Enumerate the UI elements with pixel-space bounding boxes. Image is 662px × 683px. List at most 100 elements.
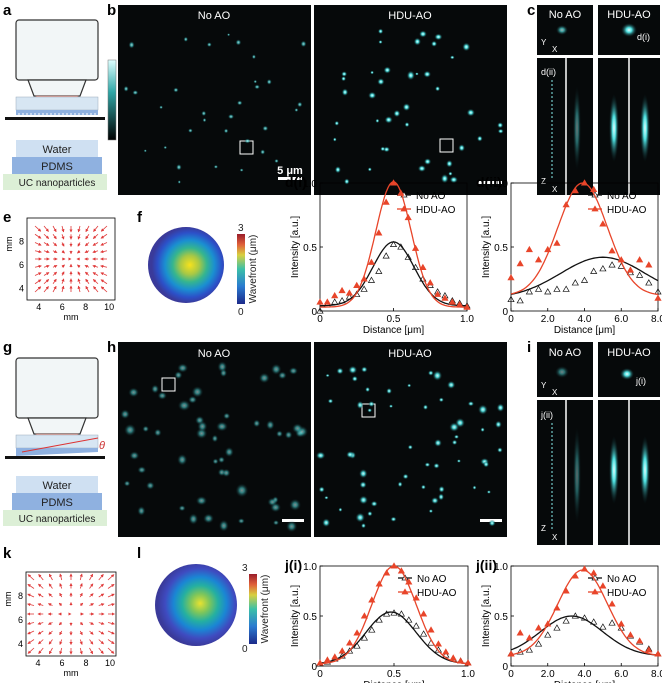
particle (174, 371, 183, 380)
legend-label: HDU-AO (417, 588, 457, 599)
data-point (590, 185, 598, 192)
particle (386, 387, 392, 395)
x-tick-label: 1.0 (461, 669, 475, 680)
zoom-c-xz-no-ao (537, 58, 593, 195)
vector-arrow (98, 593, 105, 598)
data-point (345, 647, 354, 654)
vector-arrow (89, 603, 95, 607)
vector-arrow (84, 242, 90, 247)
particle (270, 363, 282, 375)
vector-arrow (79, 573, 83, 581)
vector-arrow (79, 592, 83, 598)
particle (235, 483, 249, 498)
data-point (544, 620, 552, 627)
vector-arrow (27, 630, 35, 635)
legend-label: HDU-AO (416, 205, 456, 216)
vector-arrow (89, 639, 94, 645)
vector-arrow (61, 278, 65, 284)
psf-spot-hdu (621, 23, 637, 37)
substrate-g (5, 456, 105, 459)
wf-max: 3 (242, 563, 248, 574)
vector-arrow (77, 264, 81, 268)
particle (438, 397, 444, 403)
psf-spot-no-ao (555, 366, 569, 378)
series-hdu-ao: HDU-AO (316, 179, 471, 310)
data-point (397, 567, 406, 574)
particle (359, 468, 368, 479)
data-point (580, 565, 589, 572)
data-point (562, 201, 570, 208)
data-point (367, 258, 376, 265)
zoom-c-left-title: No AO (549, 9, 582, 21)
legend-label: No AO (416, 191, 446, 202)
roi-box-hdu-ao (439, 138, 454, 153)
vector-arrow (77, 278, 81, 284)
panel-label-f: f (137, 209, 143, 226)
panel-label-k: k (3, 545, 12, 562)
pdms-tilted (16, 448, 98, 456)
particle (216, 421, 228, 432)
schematic-g: θ (5, 357, 105, 459)
vector-arrow (37, 603, 44, 607)
data-point (580, 179, 589, 186)
vector-arrow (61, 285, 65, 293)
objective-body (15, 19, 99, 81)
particle (325, 373, 330, 378)
series-hdu-ao: HDU-AO (316, 562, 472, 666)
vector-arrow (98, 647, 104, 655)
particle (355, 512, 366, 523)
data-point (360, 634, 369, 641)
vector-arrow (85, 285, 90, 293)
particle (449, 422, 460, 432)
chart-title: d(i) (285, 174, 307, 190)
series-hdu-ao: HDU-AO (507, 179, 662, 301)
y-tick-label: 0.5 (303, 243, 317, 254)
data-point (390, 609, 398, 616)
data-point (389, 179, 398, 186)
vector-arrow (59, 583, 63, 589)
data-point (404, 213, 412, 221)
vector-arrow (43, 279, 50, 285)
particle (434, 33, 443, 41)
data-point (345, 289, 354, 296)
data-point (571, 612, 579, 619)
particle (375, 118, 380, 124)
x-tick-label: 10 (104, 302, 114, 312)
vector-arrow (59, 573, 63, 581)
particle (434, 438, 442, 447)
y-tick-label: 4 (18, 639, 23, 649)
vector-arrow (100, 272, 108, 276)
x-tick-label: 4.0 (578, 314, 592, 325)
data-point (323, 656, 332, 663)
data-point (463, 303, 471, 310)
particle (351, 375, 358, 382)
particle (359, 495, 368, 505)
image-bg (314, 342, 507, 537)
wf-label: Wavefront (μm) (248, 235, 259, 304)
x-tick-label: 8.0 (651, 669, 662, 680)
y-tick-label: 1.0 (303, 562, 317, 573)
particle (472, 485, 477, 490)
particle (137, 466, 147, 474)
y-tick-label: 4 (19, 283, 24, 293)
particle (222, 468, 231, 478)
vector-arrow (61, 264, 65, 268)
particle (235, 39, 242, 46)
data-point (382, 569, 391, 576)
vector-arrow (79, 621, 84, 626)
vector-arrow (47, 621, 53, 625)
data-point (338, 286, 346, 294)
pdms-label-g: PDMS (41, 497, 73, 509)
vector-arrow (93, 286, 99, 293)
x-tick-label: 4.0 (578, 669, 592, 680)
vector-arrow (59, 647, 63, 655)
particle (476, 135, 483, 142)
particle (227, 114, 235, 120)
data-point (654, 294, 662, 301)
legend-layers-g: Water PDMS UC nanoparticles (3, 476, 107, 526)
particle (195, 496, 208, 506)
y-tick-label: 0.5 (303, 612, 317, 623)
data-point (331, 298, 339, 305)
particle (402, 473, 409, 480)
data-point (353, 629, 361, 636)
